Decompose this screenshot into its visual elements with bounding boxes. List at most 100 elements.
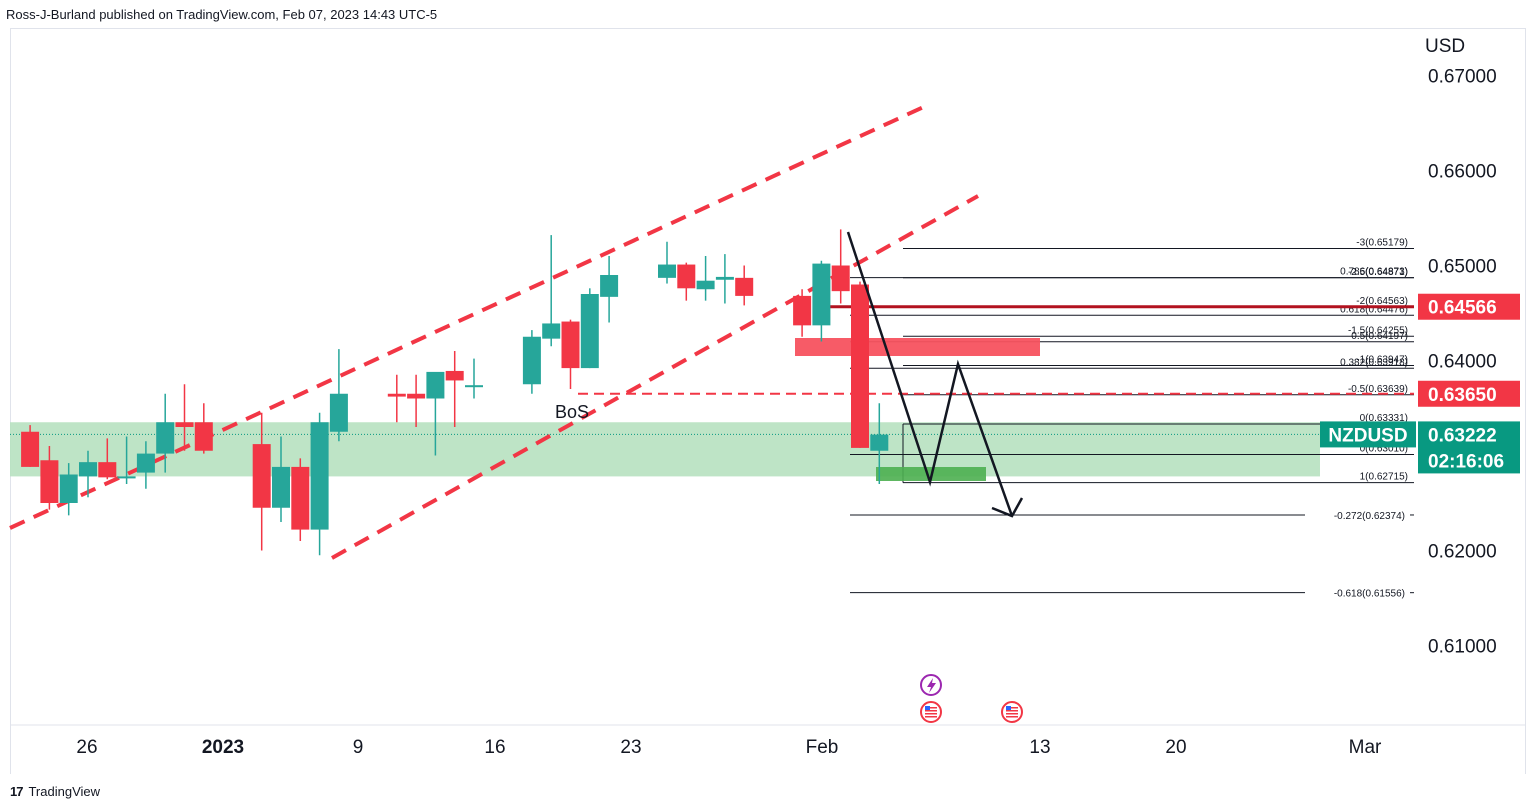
- projection-path[interactable]: [846, 231, 1014, 517]
- tradingview-logo-icon[interactable]: 17: [10, 783, 24, 799]
- candle-body[interactable]: [40, 460, 59, 503]
- candle-body[interactable]: [561, 321, 580, 369]
- candle-body[interactable]: [175, 422, 194, 427]
- candle-body[interactable]: [600, 275, 619, 297]
- y-tick-label: 0.66000: [1428, 162, 1497, 183]
- candle-body[interactable]: [793, 295, 812, 326]
- fib-label: -3(0.65179): [1356, 237, 1408, 248]
- candle-body[interactable]: [291, 466, 310, 530]
- flag-stripe: [925, 707, 937, 709]
- x-tick-label: 20: [1165, 737, 1186, 758]
- fib-label: -0.618(0.61556): [1334, 589, 1405, 600]
- flag-canton: [925, 706, 930, 710]
- x-tick-label: 23: [620, 737, 641, 758]
- candle-body[interactable]: [445, 370, 464, 381]
- candle-body[interactable]: [98, 462, 117, 478]
- candle-body[interactable]: [21, 431, 40, 467]
- fib-label: 0.382(0.63918): [1340, 357, 1408, 368]
- candle-body[interactable]: [870, 434, 889, 451]
- candle-body[interactable]: [658, 264, 676, 278]
- y-tick-label: 0.62000: [1428, 542, 1497, 563]
- time-axis: 26 2023 9 16 23 Feb 13 20 Mar: [10, 724, 1526, 758]
- candle-body[interactable]: [831, 265, 850, 292]
- candle-body[interactable]: [156, 422, 175, 454]
- fib-label: -1.5(0.64255): [1348, 325, 1408, 336]
- candle-body[interactable]: [329, 393, 348, 432]
- candle-body[interactable]: [136, 453, 155, 473]
- candle-body[interactable]: [387, 393, 406, 397]
- lightning-bolt-icon: [927, 678, 936, 693]
- fib-label: 0(0.63331): [1360, 413, 1408, 424]
- projection-path-layer: [846, 231, 1024, 518]
- economic-events: [920, 674, 1023, 723]
- price-axis: USD 0.67000 0.66000 0.65000 0.64000 0.62000 0.…: [1320, 36, 1520, 658]
- trend-channel-layer: [9, 102, 979, 560]
- fib-label: 0.5(0.64197): [1351, 331, 1408, 342]
- candle-body[interactable]: [194, 422, 213, 451]
- level-063650-tag[interactable]: [1418, 380, 1520, 407]
- flag-stripe: [1006, 707, 1018, 709]
- flag-stripe: [1006, 713, 1018, 715]
- fib-label: -0.5(0.63639): [1348, 384, 1408, 395]
- level-064566-tag[interactable]: [1418, 293, 1520, 320]
- level-064566-label: 0.64566: [1428, 298, 1497, 319]
- candle-body[interactable]: [715, 276, 734, 280]
- x-tick-label: Feb: [806, 737, 839, 758]
- currency-label: USD: [1425, 36, 1465, 57]
- candle-body[interactable]: [677, 264, 696, 289]
- brand-name[interactable]: TradingView: [28, 783, 101, 799]
- supply-box[interactable]: [795, 338, 1040, 356]
- level-063650-label: 0.63650: [1428, 385, 1497, 406]
- y-tick-label: 0.61000: [1428, 637, 1497, 658]
- flag-stripe: [925, 713, 937, 715]
- candle-body[interactable]: [79, 462, 97, 477]
- last-price-tag[interactable]: [1418, 421, 1520, 474]
- candle-body[interactable]: [407, 393, 426, 399]
- candle-body[interactable]: [851, 284, 869, 448]
- y-tick-label: 0.64000: [1428, 352, 1497, 373]
- flag-stripe: [925, 710, 937, 712]
- fibonacci-layer: -3(0.65179) -2.5(0.64871)0.786(0.64873) -2…: [850, 237, 1414, 600]
- symbol-label: NZDUSD: [1328, 425, 1407, 446]
- projection-arrowhead: [991, 497, 1024, 518]
- candle-body[interactable]: [117, 476, 136, 479]
- candle-body[interactable]: [272, 466, 290, 508]
- candle-body[interactable]: [310, 422, 329, 530]
- x-tick-label: 9: [353, 737, 364, 758]
- demand-zone-layer: [10, 422, 1320, 477]
- bos-annotation: BoS: [555, 402, 589, 422]
- candle-body[interactable]: [542, 323, 561, 339]
- candle-body[interactable]: [735, 277, 754, 296]
- symbol-tag[interactable]: [1320, 421, 1416, 448]
- channel-upper-line[interactable]: [9, 102, 931, 530]
- fib-label: -1(0.63947): [1356, 355, 1408, 366]
- fib-label: -2(0.64563): [1356, 296, 1408, 307]
- flag-stripe: [1006, 710, 1018, 712]
- y-tick-label: 0.67000: [1428, 67, 1497, 88]
- x-tick-label: 26: [76, 737, 97, 758]
- chart-frame[interactable]: [10, 28, 1526, 774]
- candle-body[interactable]: [465, 385, 483, 388]
- publish-info: Ross-J-Burland published on TradingView.…: [6, 7, 438, 22]
- candle-body[interactable]: [59, 474, 78, 504]
- candle-body[interactable]: [522, 336, 541, 385]
- candle-body[interactable]: [696, 280, 715, 290]
- fib-label: 0.786(0.64873): [1340, 267, 1408, 278]
- channel-lower-line[interactable]: [331, 194, 979, 560]
- candle-body[interactable]: [812, 263, 831, 326]
- demand-zone[interactable]: [10, 422, 1320, 477]
- candle-body[interactable]: [426, 371, 445, 399]
- candles-layer: [21, 229, 889, 556]
- x-tick-label: 2023: [202, 737, 244, 758]
- candle-body[interactable]: [252, 444, 271, 508]
- countdown-label: 02:16:06: [1428, 451, 1504, 472]
- last-price-label: 0.63222: [1428, 425, 1497, 446]
- y-tick-label: 0.65000: [1428, 257, 1497, 278]
- us-flag-event-icon[interactable]: [1001, 701, 1023, 723]
- us-flag-event-icon[interactable]: [920, 701, 942, 723]
- fib-label: 0(0.63010): [1360, 444, 1408, 455]
- candle-body[interactable]: [580, 294, 599, 369]
- flag-stripe: [925, 716, 937, 718]
- x-tick-label: 13: [1029, 737, 1050, 758]
